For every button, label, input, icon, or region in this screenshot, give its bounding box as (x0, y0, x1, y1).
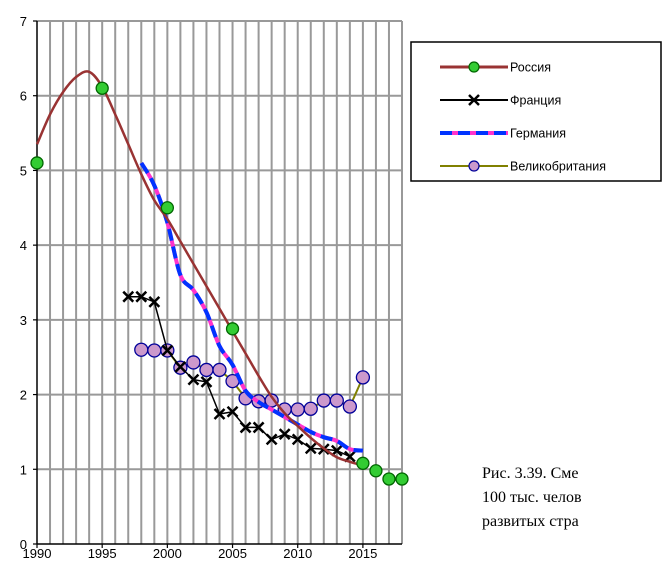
legend-label: Франция (510, 94, 561, 108)
data-point-uk (212, 362, 227, 378)
data-point-uk (342, 399, 358, 414)
x-tick-label: 2005 (218, 546, 247, 561)
marker-stroke (148, 296, 161, 308)
y-tick-label: 2 (20, 388, 27, 403)
data-point-france (187, 373, 200, 386)
x-tick-label: 2000 (153, 546, 182, 561)
legend-marker-uk (468, 160, 480, 172)
marker-stroke (200, 375, 213, 388)
marker-stroke (174, 361, 187, 373)
legend-label: Германия (510, 127, 566, 141)
x-tick-label: 1990 (23, 546, 52, 561)
y-tick-label: 3 (20, 313, 27, 328)
series-line-germany (139, 161, 364, 453)
marker-stroke (304, 442, 317, 455)
legend: Россия Франция Германия Великобритания (410, 41, 662, 182)
tick-labels: 0 1 2 3 4 5 6 7 1990 1995 2000 2005 2010 2015 (20, 14, 378, 561)
data-point-france (278, 428, 291, 441)
data-point-uk (147, 343, 162, 358)
data-point-france (265, 433, 278, 446)
data-point-uk (290, 402, 305, 417)
data-point-france (291, 433, 304, 446)
y-tick-label: 6 (20, 89, 27, 104)
y-tick-label: 5 (20, 163, 27, 178)
x-tick-label: 2015 (348, 546, 377, 561)
marker-stroke (239, 421, 252, 434)
legend-label: Великобритания (510, 160, 606, 174)
x-tick-label: 2010 (283, 546, 312, 561)
marker-stroke (213, 408, 226, 420)
data-point-uk (199, 362, 214, 378)
marker-stroke (468, 94, 480, 106)
series-trend-russia (35, 70, 364, 467)
data-point-russia (369, 464, 383, 478)
data-point-france (213, 408, 226, 420)
data-point-france (226, 405, 239, 418)
marker-stroke (122, 290, 135, 303)
marker-stroke (135, 290, 148, 303)
caption-line-2: 100 тыс. челов (482, 489, 582, 506)
data-point-uk (355, 370, 371, 385)
series-layer (30, 70, 409, 486)
y-tick-label: 1 (20, 462, 27, 477)
data-point-france (161, 344, 174, 357)
data-point-russia (225, 322, 240, 336)
data-point-russia (356, 456, 370, 470)
data-point-uk (316, 393, 331, 408)
data-point-russia (30, 156, 44, 170)
data-point-france (135, 290, 148, 303)
grid (37, 20, 403, 544)
data-point-france (174, 361, 187, 373)
data-point-uk (303, 401, 318, 416)
marker-stroke (278, 428, 291, 441)
x-tick-label: 1995 (88, 546, 117, 561)
axes (33, 20, 402, 548)
data-point-uk (264, 393, 279, 408)
data-point-uk (329, 393, 344, 408)
marker-stroke (252, 421, 265, 434)
marker-stroke (161, 344, 174, 357)
data-point-france (252, 421, 265, 434)
data-point-france (122, 290, 135, 303)
data-point-uk (134, 342, 149, 357)
data-point-russia (382, 472, 396, 486)
data-point-russia (160, 201, 175, 215)
data-point-france (304, 442, 317, 455)
legend-marker-russia (468, 61, 480, 73)
legend-marker-france (468, 94, 480, 106)
marker-stroke (187, 373, 200, 386)
y-tick-label: 4 (20, 238, 27, 253)
caption-line-3: развитых стра (482, 513, 579, 530)
marker-stroke (265, 433, 278, 446)
y-tick-label: 0 (20, 537, 27, 552)
data-point-russia (395, 472, 409, 486)
marker-stroke (291, 433, 304, 446)
caption-line-1: Рис. 3.39. Сме (482, 465, 579, 482)
data-point-uk (186, 355, 201, 370)
data-point-france (148, 296, 161, 308)
y-tick-label: 7 (20, 14, 27, 29)
data-point-russia (95, 81, 109, 95)
legend-box (410, 41, 662, 182)
marker-stroke (226, 405, 239, 418)
series-line-france (128, 295, 351, 458)
data-point-france (200, 375, 213, 388)
legend-label: Россия (510, 61, 551, 75)
data-point-france (239, 421, 252, 434)
